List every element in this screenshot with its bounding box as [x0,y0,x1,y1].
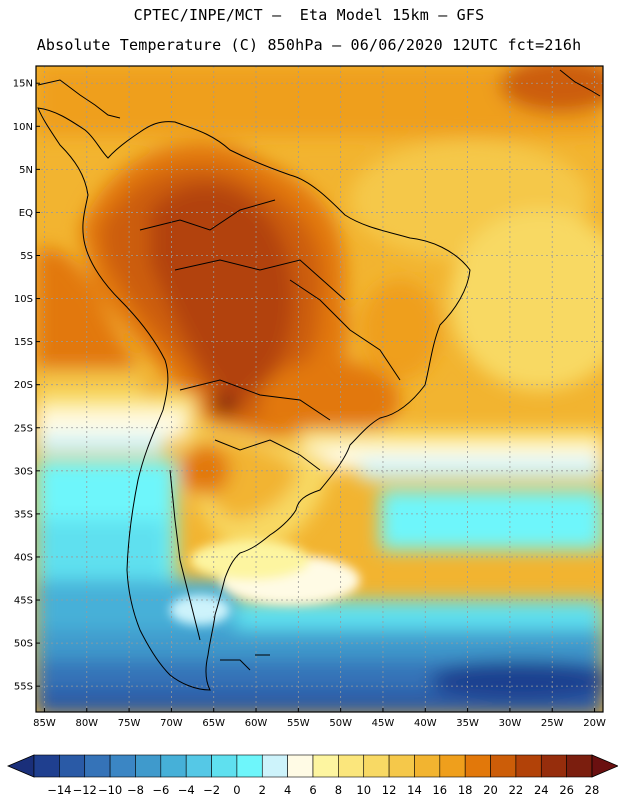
colorbar-label: 12 [382,783,397,797]
colorbar-label: −10 [98,783,122,797]
colorbar-swatch [160,754,187,778]
colorbar-swatch [414,754,441,778]
map-title-line2: Absolute Temperature (C) 850hPa – 06/06/… [36,36,582,54]
colorbar-swatch [388,754,415,778]
lon-tick-label: 70W [160,718,183,729]
colorbar-swatch [490,754,517,778]
lon-tick-label: 60W [245,718,268,729]
colorbar-label: 22 [509,783,524,797]
lat-tick-label: 25S [14,423,33,434]
lat-tick-label: EQ [19,208,33,219]
lon-tick-label: 50W [329,718,352,729]
coastline-borders [37,69,601,691]
colorbar-swatch [312,754,339,778]
lat-tick-label: 5S [20,251,33,262]
lat-tick-label: 40S [14,552,33,563]
lat-tick-label: 50S [14,639,33,650]
colorbar-label: −8 [127,783,144,797]
colorbar-swatch [33,754,60,778]
colorbar-label: −6 [152,783,169,797]
colorbar-swatch [363,754,390,778]
colorbar-swatch [211,754,238,778]
colorbar-swatch [236,754,263,778]
colorbar-label: 8 [335,783,342,797]
lat-tick-label: 30S [14,466,33,477]
lat-tick-label: 10N [13,122,33,133]
lon-tick-label: 65W [202,718,225,729]
colorbar-swatch [338,754,365,778]
map-title-line1: CPTEC/INPE/MCT – Eta Model 15km – GFS [133,6,485,24]
colorbar-over-arrow [591,754,618,778]
lat-tick-label: 45S [14,596,33,607]
colorbar-label: 4 [284,783,291,797]
lon-tick-label: 30W [499,718,522,729]
lon-tick-label: 25W [541,718,564,729]
lon-tick-label: 55W [287,718,310,729]
colorbar-label: 2 [259,783,266,797]
lat-tick-label: 35S [14,509,33,520]
colorbar-label: 28 [585,783,600,797]
colorbar-label: −12 [73,783,97,797]
colorbar-swatch [464,754,491,778]
colorbar-label: 10 [356,783,371,797]
colorbar-swatch [439,754,466,778]
temperature-field [36,66,603,712]
lon-tick-label: 20W [583,718,606,729]
colorbar-label: −14 [47,783,71,797]
colorbar-swatch [59,754,86,778]
lat-tick-label: 15S [14,337,33,348]
map-frame [35,65,604,713]
colorbar-label: 16 [432,783,447,797]
colorbar-label: 0 [233,783,240,797]
longitude-axis: 85W 80W 75W 70W 65W 60W 55W 50W 45W 40W 35W 30W 25W 2… [33,708,606,729]
colorbar-label: −4 [178,783,195,797]
colorbar-swatch [109,754,136,778]
lat-tick-label: 20S [14,380,33,391]
colorbar-swatch [84,754,111,778]
lat-tick-label: 5N [19,165,33,176]
colorbar-swatch [540,754,567,778]
latitude-axis: 15N 10N 5N EQ 5S 10S 15S 20S 25S 30S 35S 40S 45S 50S 5… [13,79,40,693]
colorbar-swatch [135,754,162,778]
lon-tick-label: 80W [75,718,98,729]
lat-tick-label: 10S [14,294,33,305]
colorbar-swatch [261,754,288,778]
colorbar-label: 6 [309,783,316,797]
colorbar-label: 24 [534,783,549,797]
colorbar-label: 20 [483,783,498,797]
colorbar-label: 18 [458,783,473,797]
lon-tick-label: 35W [456,718,479,729]
lon-tick-label: 40W [414,718,437,729]
colorbar-label: −2 [203,783,220,797]
lat-tick-label: 15N [13,79,33,90]
colorbar-under-arrow [6,754,35,778]
colorbar-swatch [185,754,212,778]
colorbar-swatch [566,754,593,778]
colorbar-legend: −14 −12 −10 −8 −6 −4 −2 0 2 4 6 8 10 12 14 16 18 20 22 24 26… [6,754,618,797]
lon-tick-label: 75W [118,718,141,729]
colorbar-label: 26 [559,783,574,797]
lon-tick-label: 45W [372,718,395,729]
lon-tick-label: 85W [33,718,56,729]
colorbar-swatch [515,754,542,778]
colorbar-label: 14 [407,783,422,797]
colorbar-swatch [287,754,314,778]
lat-tick-label: 55S [14,682,33,693]
